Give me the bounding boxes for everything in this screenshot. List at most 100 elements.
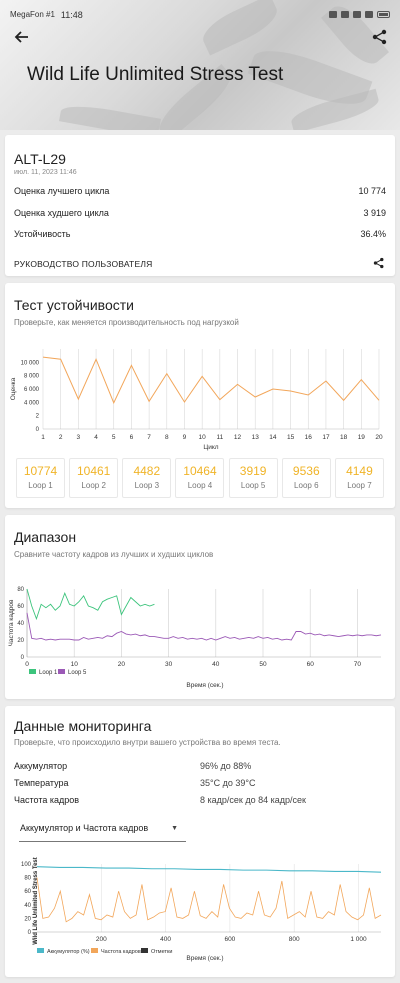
temperature-label: Температура: [14, 778, 69, 788]
stability-label: Устойчивость: [14, 229, 71, 239]
loop-score-label: Loop 6: [294, 481, 319, 490]
x-tick-label: 2: [59, 434, 63, 441]
loop-score-card: 10461 Loop 2: [69, 458, 119, 498]
loop-score-value: 10774: [23, 464, 58, 478]
loop5-series-line: [26, 612, 382, 641]
x-tick-label: 50: [259, 661, 267, 668]
range-card: Диапазон Сравните частоту кадров из лучш…: [5, 515, 395, 699]
y-tick-label: 40: [17, 621, 24, 627]
y-tick-label: 80: [17, 587, 24, 593]
x-tick-label: 12: [234, 434, 242, 441]
y-tick-label: 100: [21, 862, 32, 868]
x-tick-label: 40: [212, 661, 220, 668]
monitoring-title: Данные мониторинга: [14, 718, 152, 734]
loop1-series-line: [26, 588, 155, 621]
worst-loop-value: 3 919: [363, 208, 386, 218]
monitoring-chart: 200 400 600 800 1 000 0 20 40 60 80 100 Wild Life U…: [21, 857, 382, 962]
x-tick-label: 6: [130, 434, 134, 441]
stability-title: Тест устойчивости: [14, 297, 134, 313]
legend-swatch-loop5: [58, 669, 65, 674]
y-tick-label: 6 000: [24, 387, 40, 393]
share-icon[interactable]: [370, 27, 390, 47]
user-guide-link[interactable]: РУКОВОДСТВО ПОЛЬЗОВАТЕЛЯ: [14, 259, 153, 269]
metric-dropdown-value: Аккумулятор и Частота кадров: [20, 823, 149, 833]
best-loop-label: Оценка лучшего цикла: [14, 186, 110, 196]
carrier-label: MegaFon #1: [10, 10, 55, 19]
loop-score-card: 10464 Loop 4: [175, 458, 225, 498]
x-tick-label: 400: [160, 936, 171, 943]
device-summary-card: ALT-L29 июл. 11, 2023 11:46 Оценка лучше…: [5, 135, 395, 276]
stability-row: Устойчивость 36.4%: [14, 229, 386, 239]
device-name: ALT-L29: [14, 151, 66, 167]
x-tick-label: 11: [216, 434, 223, 441]
loop-score-value: 3919: [239, 464, 267, 478]
share-icon[interactable]: [372, 256, 386, 272]
x-tick-label: 4: [94, 434, 98, 441]
worst-loop-label: Оценка худшего цикла: [14, 208, 109, 218]
x-axis-title: Цикл: [203, 444, 218, 451]
y-tick-label: 20: [17, 638, 24, 644]
monitoring-card: Данные мониторинга Проверьте, что происх…: [5, 706, 395, 977]
stability-value: 36.4%: [360, 229, 386, 239]
legend-swatch-marks: [141, 948, 148, 953]
loop-scores: 10774 Loop 1 10461 Loop 2 4482 Loop 3 10464…: [16, 458, 384, 498]
y-tick-label: 2: [36, 414, 40, 420]
x-tick-label: 8: [165, 434, 169, 441]
temperature-value: 35°C до 39°C: [200, 778, 256, 788]
legend-label-marks: Отметки: [151, 949, 172, 955]
y-tick-label: 20: [24, 916, 31, 922]
x-tick-label: 18: [340, 434, 348, 441]
framerate-series-line: [36, 877, 382, 923]
legend-label-battery: Аккумулятор (%): [47, 949, 90, 955]
x-tick-label: 70: [354, 661, 362, 668]
x-tick-label: 9: [183, 434, 187, 441]
back-arrow-icon[interactable]: [12, 27, 32, 47]
worst-loop-row: Оценка худшего цикла 3 919: [14, 208, 386, 218]
y-tick-label: 8 000: [24, 374, 40, 380]
y-axis-title: Оценка: [10, 377, 17, 400]
loop-score-value: 10464: [183, 464, 217, 478]
status-bar: MegaFon #1 11:48: [0, 0, 400, 22]
x-tick-label: 1 000: [350, 936, 367, 943]
range-title: Диапазон: [14, 529, 77, 545]
y-tick-label: 0: [21, 655, 25, 661]
legend-swatch-battery: [37, 948, 44, 953]
score-series-line: [42, 356, 380, 405]
x-tick-label: 200: [96, 936, 107, 943]
user-guide-row[interactable]: РУКОВОДСТВО ПОЛЬЗОВАТЕЛЯ: [14, 256, 386, 272]
y-axis-title: Wild Life Unlimited Stress Test: [33, 857, 39, 945]
best-loop-value: 10 774: [358, 186, 386, 196]
loop-score-card: 3919 Loop 5: [228, 458, 278, 498]
x-tick-label: 800: [289, 936, 300, 943]
range-subtitle: Сравните частоту кадров из лучших и худш…: [14, 550, 214, 559]
loop-score-label: Loop 5: [240, 481, 266, 490]
loop-score-card: 4482 Loop 3: [122, 458, 172, 498]
loop-score-label: Loop 4: [187, 481, 213, 490]
page-title: Wild Life Unlimited Stress Test: [27, 64, 284, 85]
y-tick-label: 0: [28, 930, 32, 936]
loop-score-value: 4149: [346, 464, 373, 478]
x-tick-label: 16: [305, 434, 313, 441]
x-tick-label: 60: [307, 661, 315, 668]
legend-label-framerate: Частота кадров: [101, 949, 141, 955]
x-tick-label: 10: [199, 434, 207, 441]
x-tick-label: 15: [287, 434, 295, 441]
stability-test-card: Тест устойчивости Проверьте, как меняетс…: [5, 283, 395, 508]
x-tick-label: 14: [269, 434, 277, 441]
metric-dropdown[interactable]: Аккумулятор и Частота кадров ▼: [19, 820, 186, 842]
status-time: 11:48: [60, 9, 83, 20]
x-tick-label: 17: [322, 434, 330, 441]
y-axis-title: Частота кадров: [8, 599, 15, 647]
dropdown-arrow-icon: ▼: [171, 825, 178, 832]
loop-score-card: 4149 Loop 7: [334, 458, 384, 498]
x-tick-label: 10: [71, 661, 79, 668]
y-tick-label: 0: [36, 427, 40, 433]
wifi-icon: [365, 11, 373, 18]
x-tick-label: 13: [252, 434, 260, 441]
y-tick-label: 10 000: [21, 360, 40, 366]
y-tick-label: 4 000: [24, 400, 40, 406]
x-tick-label: 20: [118, 661, 126, 668]
x-tick-label: 1: [41, 434, 45, 441]
battery-icon: [377, 11, 390, 18]
loop-score-label: Loop 2: [81, 481, 106, 490]
